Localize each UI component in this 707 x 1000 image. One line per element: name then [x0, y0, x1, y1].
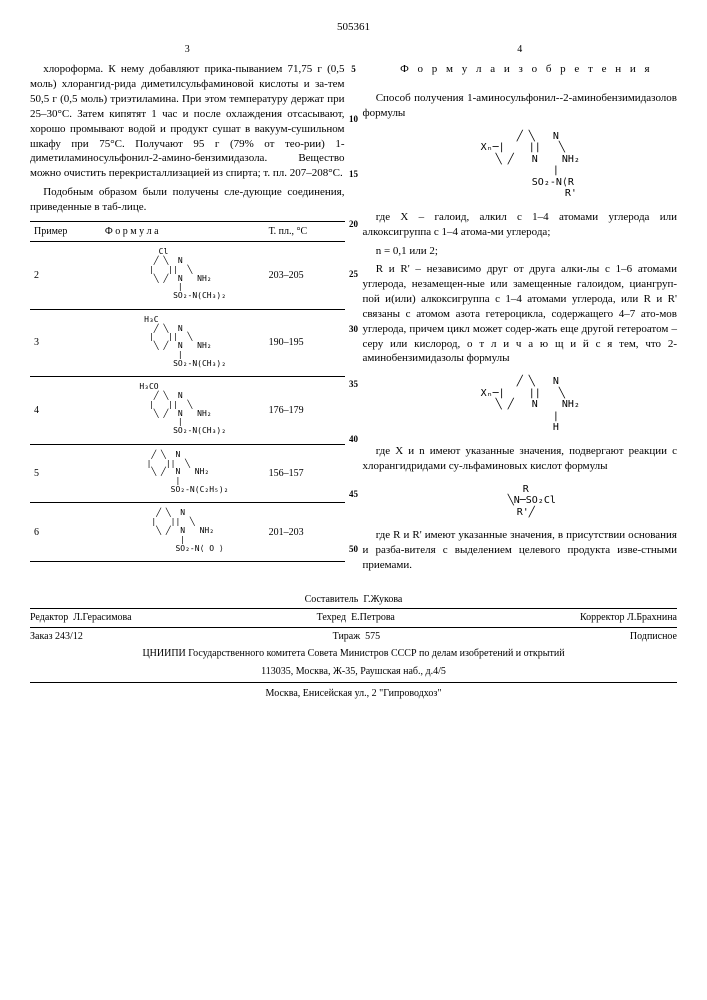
- right-p3: n = 0,1 или 2;: [363, 244, 678, 259]
- org-line: ЦНИИПИ Государственного комитета Совета …: [30, 645, 677, 663]
- line-marker: 20: [349, 218, 358, 230]
- th-formula: Ф о р м у л а: [101, 221, 265, 242]
- left-paragraph-2: Подобным образом были получены сле-дующи…: [30, 185, 345, 215]
- cell-n: 4: [30, 377, 101, 444]
- cell-mp: 156–157: [265, 444, 345, 503]
- cell-n: 5: [30, 444, 101, 503]
- cell-n: 3: [30, 309, 101, 376]
- line-marker: 45: [349, 488, 358, 500]
- tech-name: Е.Петрова: [351, 612, 395, 623]
- right-p4: R и R' – независимо друг от друга алки-л…: [363, 262, 678, 366]
- compiler-name: Г.Жукова: [363, 594, 402, 605]
- corrector-label: Корректор: [580, 612, 625, 623]
- cell-struct: Cl ╱ ╲ N | || ╲ ╲ ╱ N NH₂ | SO₂-N(CH₃)₂: [139, 248, 226, 301]
- formula-2: ╱ ╲ N Xₙ─| || ╲ ╲ ╱ N NH₂ | H: [363, 376, 678, 434]
- table-row: 2 Cl ╱ ╲ N | || ╲ ╲ ╱ N NH₂ | SO₂-N(CH₃)…: [30, 242, 345, 309]
- right-p6: где R и R' имеют указанные значения, в п…: [363, 528, 678, 573]
- corrector-name: Л.Брахнина: [627, 612, 677, 623]
- sub-label: Подписное: [630, 630, 677, 644]
- line-marker: 15: [349, 168, 358, 180]
- cell-struct: H₃C ╱ ╲ N | || ╲ ╲ ╱ N NH₂ | SO₂-N(CH₃)₂: [139, 316, 226, 369]
- formula-3: R ╲N─SO₂Cl R'╱: [363, 484, 678, 519]
- tirazh-value: 575: [365, 631, 380, 642]
- line-marker: 50: [349, 543, 358, 555]
- tech-label: Техред: [317, 612, 346, 623]
- compounds-table: Пример Ф о р м у л а Т. пл., °С 2 Cl ╱ ╲…: [30, 221, 345, 562]
- line-marker: 25: [349, 268, 358, 280]
- right-p1: Способ получения 1-аминосульфонил--2-ами…: [363, 91, 678, 121]
- line-marker: 35: [349, 378, 358, 390]
- order-label: Заказ: [30, 631, 53, 642]
- right-col-number: 4: [363, 43, 678, 57]
- cell-mp: 190–195: [265, 309, 345, 376]
- addr1: 113035, Москва, Ж-35, Раушская наб., д.4…: [30, 663, 677, 681]
- order-value: 243/12: [55, 631, 83, 642]
- th-mp: Т. пл., °С: [265, 221, 345, 242]
- cell-struct: ╱ ╲ N | || ╲ ╲ ╱ N NH₂ | SO₂-N(C₂H₅)₂: [137, 451, 229, 495]
- cell-n: 6: [30, 503, 101, 562]
- editor-name: Л.Герасимова: [73, 612, 131, 623]
- line-marker: 40: [349, 433, 358, 445]
- table-row: 4 H₃CO ╱ ╲ N | || ╲ ╲ ╱ N NH₂ | SO₂-N(CH…: [30, 377, 345, 444]
- cell-mp: 176–179: [265, 377, 345, 444]
- addr2: Москва, Енисейская ул., 2 "Гипроводхоз": [30, 685, 677, 703]
- table-row: 3 H₃C ╱ ╲ N | || ╲ ╲ ╱ N NH₂ | SO₂-N(CH₃…: [30, 309, 345, 376]
- left-paragraph-1: хлороформа. К нему добавляют прика-пыван…: [30, 62, 345, 181]
- right-p5: где X и n имеют указанные значения, подв…: [363, 444, 678, 474]
- editor-label: Редактор: [30, 612, 68, 623]
- cell-struct: ╱ ╲ N | || ╲ ╲ ╱ N NH₂ | SO₂-N⟨ O ⟩: [142, 509, 224, 553]
- patent-number: 505361: [30, 20, 677, 35]
- formula-1: ╱ ╲ N Xₙ─| || ╲ ╲ ╱ N NH₂ | SO₂-N⟨R R': [363, 131, 678, 200]
- claims-heading: Ф о р м у л а и з о б р е т е н и я: [363, 62, 678, 77]
- footer: Составитель Г.Жукова Редактор Л.Герасимо…: [30, 591, 677, 703]
- line-marker: 5: [351, 63, 356, 75]
- line-marker: 10: [349, 113, 358, 125]
- left-col-number: 3: [30, 43, 345, 57]
- tirazh-label: Тираж: [333, 631, 361, 642]
- table-row: 5 ╱ ╲ N | || ╲ ╲ ╱ N NH₂ | SO₂-N(C₂H₅)₂ …: [30, 444, 345, 503]
- right-p2: где X – галоид, алкил с 1–4 атомами угле…: [363, 210, 678, 240]
- cell-n: 2: [30, 242, 101, 309]
- cell-struct: H₃CO ╱ ╲ N | || ╲ ╲ ╱ N NH₂ | SO₂-N(CH₃)…: [139, 383, 226, 436]
- th-example: Пример: [30, 221, 101, 242]
- cell-mp: 201–203: [265, 503, 345, 562]
- line-marker: 30: [349, 323, 358, 335]
- cell-mp: 203–205: [265, 242, 345, 309]
- table-row: 6 ╱ ╲ N | || ╲ ╲ ╱ N NH₂ | SO₂-N⟨ O ⟩ 20…: [30, 503, 345, 562]
- compiler-label: Составитель: [305, 594, 359, 605]
